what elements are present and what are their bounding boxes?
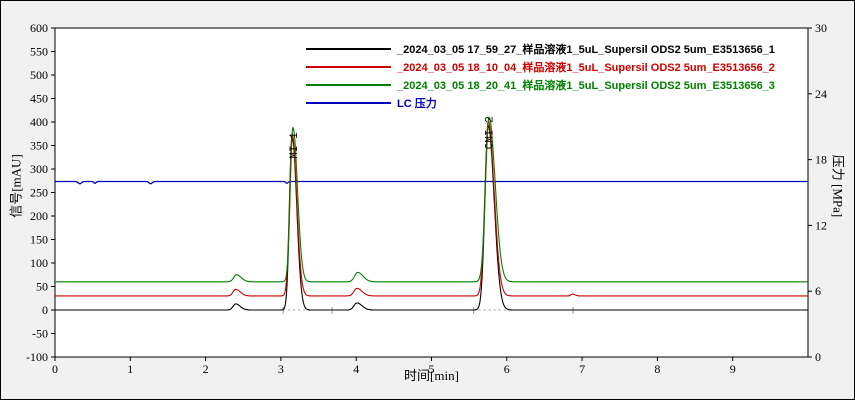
trace-1 <box>55 124 808 311</box>
legend-item-label: _2024_03_05 17_59_27_样品溶液1_5uL_Supersil … <box>397 44 775 56</box>
legend-line-swatch <box>306 84 391 86</box>
legend-item-lc-pressure: LC 压力 <box>306 94 775 112</box>
legend-line-swatch <box>306 48 391 50</box>
legend: _2024_03_05 17_59_27_样品溶液1_5uL_Supersil … <box>306 40 775 112</box>
y-left-tick-label: 350 <box>30 139 48 153</box>
y-right-tick-label: 30 <box>815 21 827 35</box>
y-left-tick-label: 450 <box>30 92 48 106</box>
y-right-tick-label: 0 <box>815 350 821 364</box>
plot-frame <box>54 27 809 358</box>
x-tick-label: 4 <box>353 362 359 376</box>
trace-3 <box>55 116 808 283</box>
x-tick-label: 8 <box>654 362 660 376</box>
y-left-tick-label: 550 <box>30 45 48 59</box>
peak-label: CMI 2 <box>485 116 497 149</box>
legend-item-sample-2: _2024_03_05 18_10_04_样品溶液1_5uL_Supersil … <box>306 58 775 76</box>
y-left-tick-label: -100 <box>26 350 48 364</box>
x-tick-label: 2 <box>203 362 209 376</box>
legend-item-label: _2024_03_05 18_10_04_样品溶液1_5uL_Supersil … <box>397 62 775 74</box>
y-left-tick-label: 600 <box>30 21 48 35</box>
peak-label: MI 1 <box>289 132 301 159</box>
y-left-tick-label: 200 <box>30 209 48 223</box>
legend-line-swatch <box>306 66 391 68</box>
x-axis-label-time: 时间[min] <box>404 368 459 383</box>
y-left-tick-label: 150 <box>30 233 48 247</box>
y-left-tick-label: 250 <box>30 186 48 200</box>
legend-item-label: LC 压力 <box>397 98 437 110</box>
trace-4 <box>55 180 808 185</box>
y-left-tick-label: 400 <box>30 115 48 129</box>
y-left-tick-label: 0 <box>42 303 48 317</box>
y-axis-label-pressure: 压力 [MPa] <box>830 154 846 218</box>
legend-item-sample-1: _2024_03_05 17_59_27_样品溶液1_5uL_Supersil … <box>306 40 775 58</box>
y-right-tick-label: 6 <box>815 284 821 298</box>
x-tick-label: 0 <box>52 362 58 376</box>
x-tick-label: 9 <box>730 362 736 376</box>
legend-line-swatch <box>306 102 391 104</box>
x-tick-label: 1 <box>127 362 133 376</box>
y-axis-label-signal: 信号[mAU] <box>8 154 24 218</box>
y-right-tick-label: 18 <box>815 153 827 167</box>
x-tick-label: 3 <box>278 362 284 376</box>
y-left-tick-label: 50 <box>36 280 48 294</box>
y-right-tick-label: 24 <box>815 87 827 101</box>
x-tick-label: 6 <box>504 362 510 376</box>
y-left-tick-label: 300 <box>30 162 48 176</box>
y-left-tick-label: 100 <box>30 256 48 270</box>
y-right-tick-label: 12 <box>815 218 827 232</box>
x-tick-label: 7 <box>579 362 585 376</box>
x-tick-label: 5 <box>429 362 435 376</box>
y-left-tick-label: -50 <box>32 327 48 341</box>
legend-item-label: _2024_03_05 18_20_41_样品溶液1_5uL_Supersil … <box>397 80 775 92</box>
trace-2 <box>55 120 808 297</box>
y-left-tick-label: 500 <box>30 68 48 82</box>
legend-item-sample-3: _2024_03_05 18_20_41_样品溶液1_5uL_Supersil … <box>306 76 775 94</box>
